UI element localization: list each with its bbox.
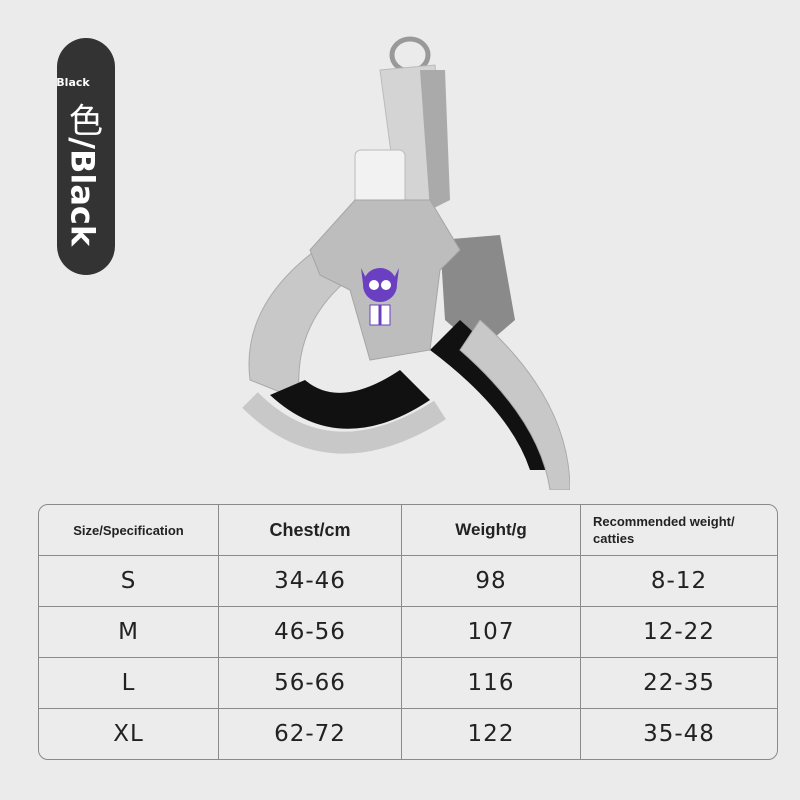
cell-chest: 56-66 <box>219 658 402 709</box>
cell-recommended-weight: 35-48 <box>643 721 715 747</box>
color-label-main: /Black <box>63 137 102 247</box>
color-label-chinese: 色 <box>69 101 103 142</box>
header-recommended-weight: Recommended weight/ catties <box>581 505 777 556</box>
color-label-small: Black <box>56 76 90 90</box>
table-row: XL 62-72 122 35-48 <box>39 709 777 759</box>
cell-size: M <box>39 607 219 658</box>
size-table: Size/Specification Chest/cm Weight/g Rec… <box>38 504 778 760</box>
header-size: Size/Specification <box>39 505 219 556</box>
color-label-pill <box>57 38 115 275</box>
table-header-row: Size/Specification Chest/cm Weight/g Rec… <box>39 505 777 556</box>
cell-chest: 62-72 <box>219 709 402 759</box>
dog-harness-image <box>242 36 570 490</box>
cell-size: L <box>39 658 219 709</box>
cell-chest: 46-56 <box>219 607 402 658</box>
cell-weight: 116 <box>402 658 581 709</box>
cell-weight: 98 <box>402 556 581 607</box>
cell-recommended-weight: 22-35 <box>581 658 777 709</box>
cell-size: XL <box>39 709 219 759</box>
cell-weight: 107 <box>402 607 581 658</box>
table-row: L 56-66 116 22-35 <box>39 658 777 709</box>
purple-dog-logo <box>361 268 399 326</box>
color-label: Black 色 /Black <box>56 66 111 247</box>
cell-recommended-weight: 12-22 <box>581 607 777 658</box>
cell-chest: 34-46 <box>219 556 402 607</box>
cell-size: S <box>39 556 219 607</box>
cell-weight: 122 <box>402 709 581 759</box>
header-chest: Chest/cm <box>219 505 402 556</box>
table-row: S 34-46 98 8-12 <box>39 556 777 607</box>
header-weight: Weight/g <box>402 505 581 556</box>
cell-recommended-weight: 8-12 <box>581 556 777 607</box>
table-row: M 46-56 107 12-22 <box>39 607 777 658</box>
